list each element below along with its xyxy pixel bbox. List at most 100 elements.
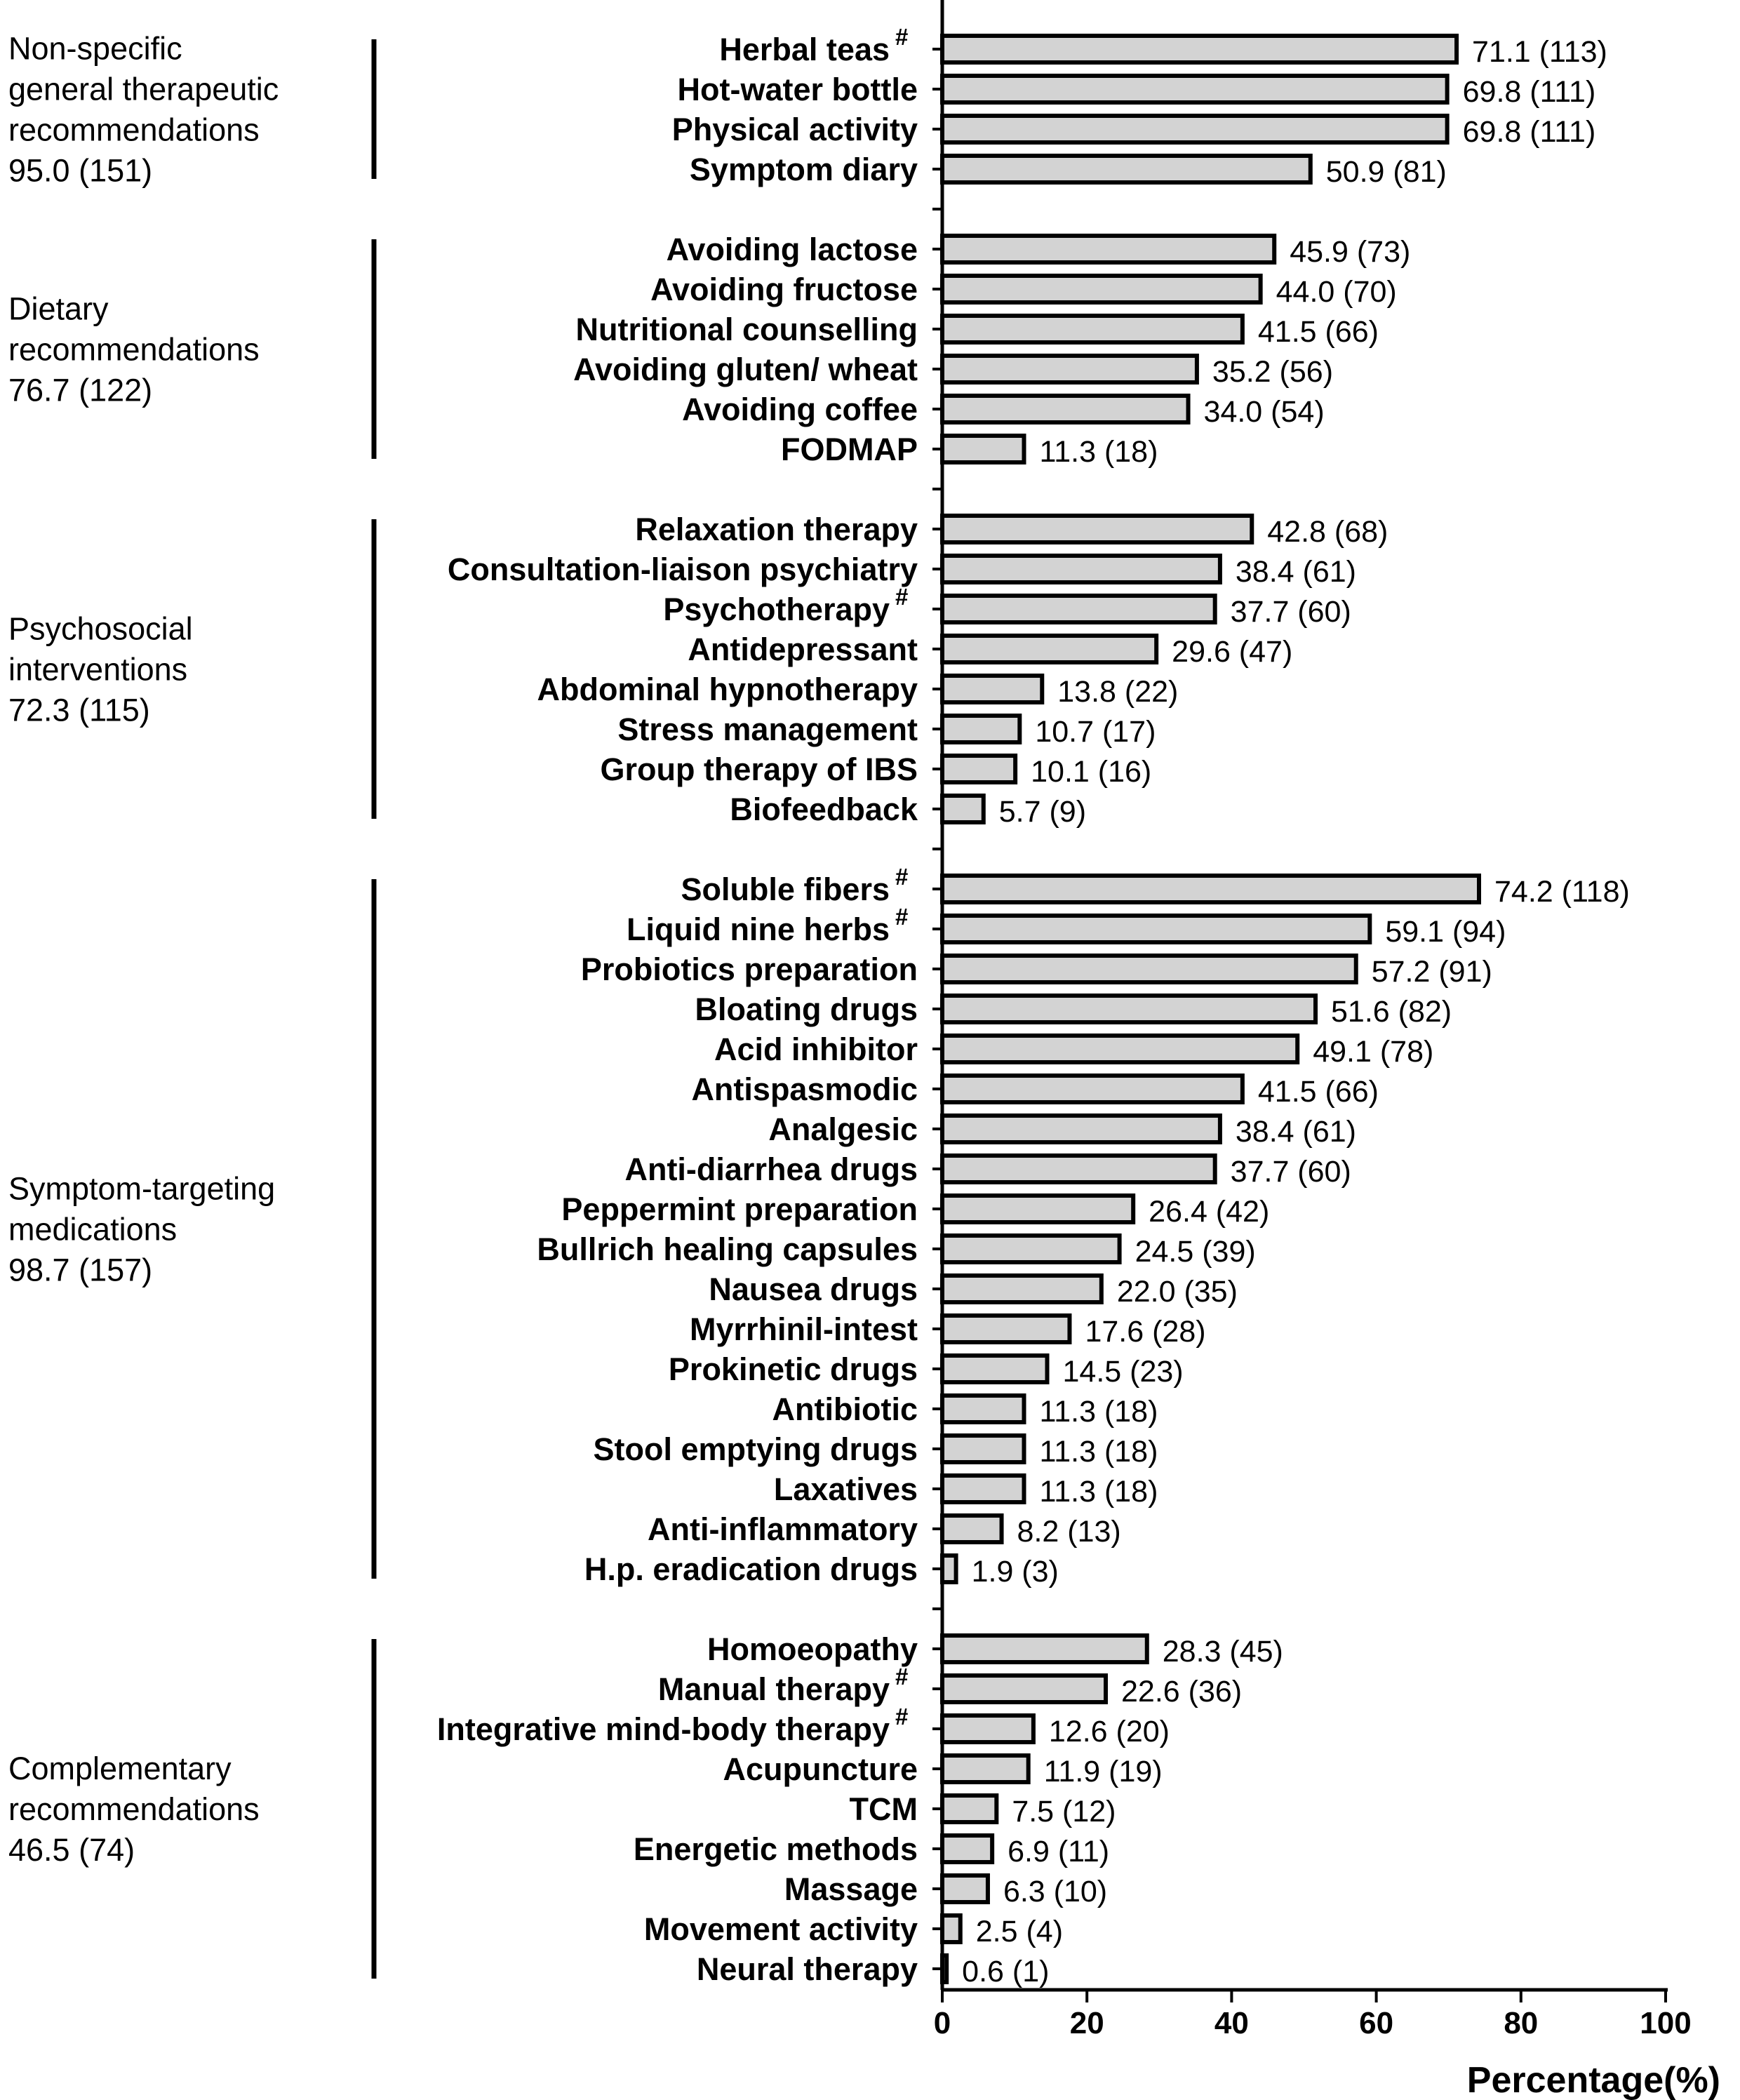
- group-label-line: 46.5 (74): [8, 1832, 135, 1868]
- category-label: Antibiotic: [772, 1391, 918, 1427]
- group-label-line: Non-specific: [8, 31, 182, 67]
- category-label: Stool emptying drugs: [593, 1431, 918, 1467]
- value-label: 44.0 (70): [1276, 275, 1397, 309]
- bar: [940, 714, 1022, 744]
- value-label: 69.8 (111): [1463, 75, 1596, 109]
- group-label-line: Dietary: [8, 291, 109, 327]
- value-label: 71.1 (113): [1472, 35, 1607, 69]
- category-label: Hot-water bottle: [678, 72, 918, 107]
- category-label: Psychotherapy: [663, 591, 890, 627]
- value-label: 0.6 (1): [962, 1955, 1049, 1988]
- value-label: 11.3 (18): [1040, 1395, 1158, 1429]
- value-label: 28.3 (45): [1163, 1635, 1283, 1668]
- category-label: Bloating drugs: [695, 991, 918, 1027]
- bar: [940, 1753, 1031, 1784]
- category-label: Nausea drugs: [709, 1271, 918, 1307]
- bar: [940, 1873, 990, 1904]
- bar: [940, 554, 1222, 584]
- bar: [940, 1673, 1109, 1704]
- value-label: 11.3 (18): [1040, 435, 1158, 469]
- group-label-line: recommendations: [8, 332, 260, 368]
- value-label: 59.1 (94): [1385, 915, 1506, 949]
- category-label: Massage: [784, 1871, 918, 1907]
- x-axis: 0 20 40 60 80 100: [932, 0, 1692, 2040]
- category-label: Symptom diary: [690, 152, 918, 187]
- category-label: Avoiding gluten/ wheat: [573, 352, 918, 387]
- category-label: Homoeopathy: [707, 1631, 918, 1667]
- category-label: FODMAP: [781, 432, 918, 467]
- category-label: Antispasmodic: [691, 1071, 918, 1107]
- bar: [940, 1113, 1222, 1144]
- value-label: 22.0 (35): [1117, 1275, 1238, 1309]
- category-label: Laxatives: [774, 1471, 918, 1507]
- hash-marker: #: [895, 864, 908, 890]
- value-label: 45.9 (73): [1290, 235, 1410, 269]
- bar: [940, 634, 1159, 664]
- group-label-line: general therapeutic: [8, 72, 279, 107]
- x-tick-label: 60: [1359, 2006, 1393, 2040]
- bar: [940, 794, 986, 824]
- value-label: 37.7 (60): [1231, 595, 1351, 629]
- bar: [940, 594, 1217, 624]
- category-label: Prokinetic drugs: [669, 1351, 918, 1387]
- bar: [940, 34, 1459, 65]
- category-label: Soluble fibers: [681, 871, 890, 907]
- value-label: 24.5 (39): [1135, 1235, 1256, 1269]
- category-label: Neural therapy: [697, 1951, 918, 1987]
- bar: [940, 1074, 1245, 1104]
- bar: [940, 1793, 999, 1824]
- category-label: Biofeedback: [730, 791, 918, 827]
- value-label: 8.2 (13): [1017, 1515, 1121, 1549]
- hash-marker: #: [895, 24, 908, 50]
- category-label: Analgesic: [768, 1111, 918, 1147]
- value-label: 1.9 (3): [972, 1555, 1059, 1589]
- bar: [940, 1034, 1300, 1064]
- bar: [940, 154, 1313, 185]
- value-label: 34.0 (54): [1204, 395, 1325, 429]
- bar: [940, 1833, 995, 1864]
- hash-marker: #: [895, 904, 908, 930]
- bar: [940, 354, 1199, 384]
- bar: [940, 1913, 963, 1944]
- bar: [940, 274, 1263, 305]
- value-labels: 71.1 (113) 69.8 (111) 69.8 (111) 50.9 (81) 4…: [962, 35, 1630, 1988]
- x-tick-label: 0: [934, 2006, 951, 2040]
- category-label: Probiotics preparation: [581, 951, 918, 987]
- category-label: Integrative mind-body therapy: [437, 1711, 890, 1747]
- bar: [940, 874, 1482, 904]
- group-label-line: Symptom-targeting: [8, 1171, 275, 1207]
- bar: [940, 1513, 1004, 1544]
- group-label-line: interventions: [8, 652, 187, 688]
- value-label: 6.9 (11): [1008, 1835, 1109, 1868]
- category-label: Peppermint preparation: [561, 1191, 918, 1227]
- group-label-line: 98.7 (157): [8, 1252, 152, 1288]
- bar: [940, 514, 1254, 544]
- category-label: TCM: [850, 1791, 918, 1827]
- group-label-line: medications: [8, 1212, 177, 1248]
- value-label: 22.6 (36): [1121, 1675, 1242, 1708]
- category-label: Bullrich healing capsules: [537, 1231, 918, 1267]
- category-label: Herbal teas: [719, 32, 890, 67]
- category-label: Acid inhibitor: [714, 1031, 918, 1067]
- bar: [940, 1553, 958, 1584]
- x-tick-label: 20: [1070, 2006, 1104, 2040]
- category-label: Acupuncture: [723, 1751, 918, 1787]
- category-label: Energetic methods: [634, 1831, 918, 1867]
- category-label: Abdominal hypnotherapy: [537, 671, 918, 707]
- category-label: Physical activity: [672, 112, 918, 147]
- bar: [940, 1633, 1149, 1664]
- bar: [940, 234, 1277, 265]
- category-label: Avoiding coffee: [682, 392, 918, 427]
- value-label: 11.3 (18): [1040, 1475, 1158, 1509]
- category-label: Manual therapy: [658, 1671, 890, 1707]
- value-label: 49.1 (78): [1313, 1035, 1433, 1069]
- value-label: 5.7 (9): [999, 795, 1086, 829]
- group-label-line: 72.3 (115): [8, 693, 150, 728]
- bar: [940, 1433, 1026, 1464]
- value-label: 35.2 (56): [1212, 355, 1333, 389]
- x-tick-label: 80: [1504, 2006, 1538, 2040]
- hash-marker: #: [895, 1664, 908, 1690]
- value-label: 69.8 (111): [1463, 115, 1596, 149]
- value-label: 6.3 (10): [1003, 1875, 1107, 1908]
